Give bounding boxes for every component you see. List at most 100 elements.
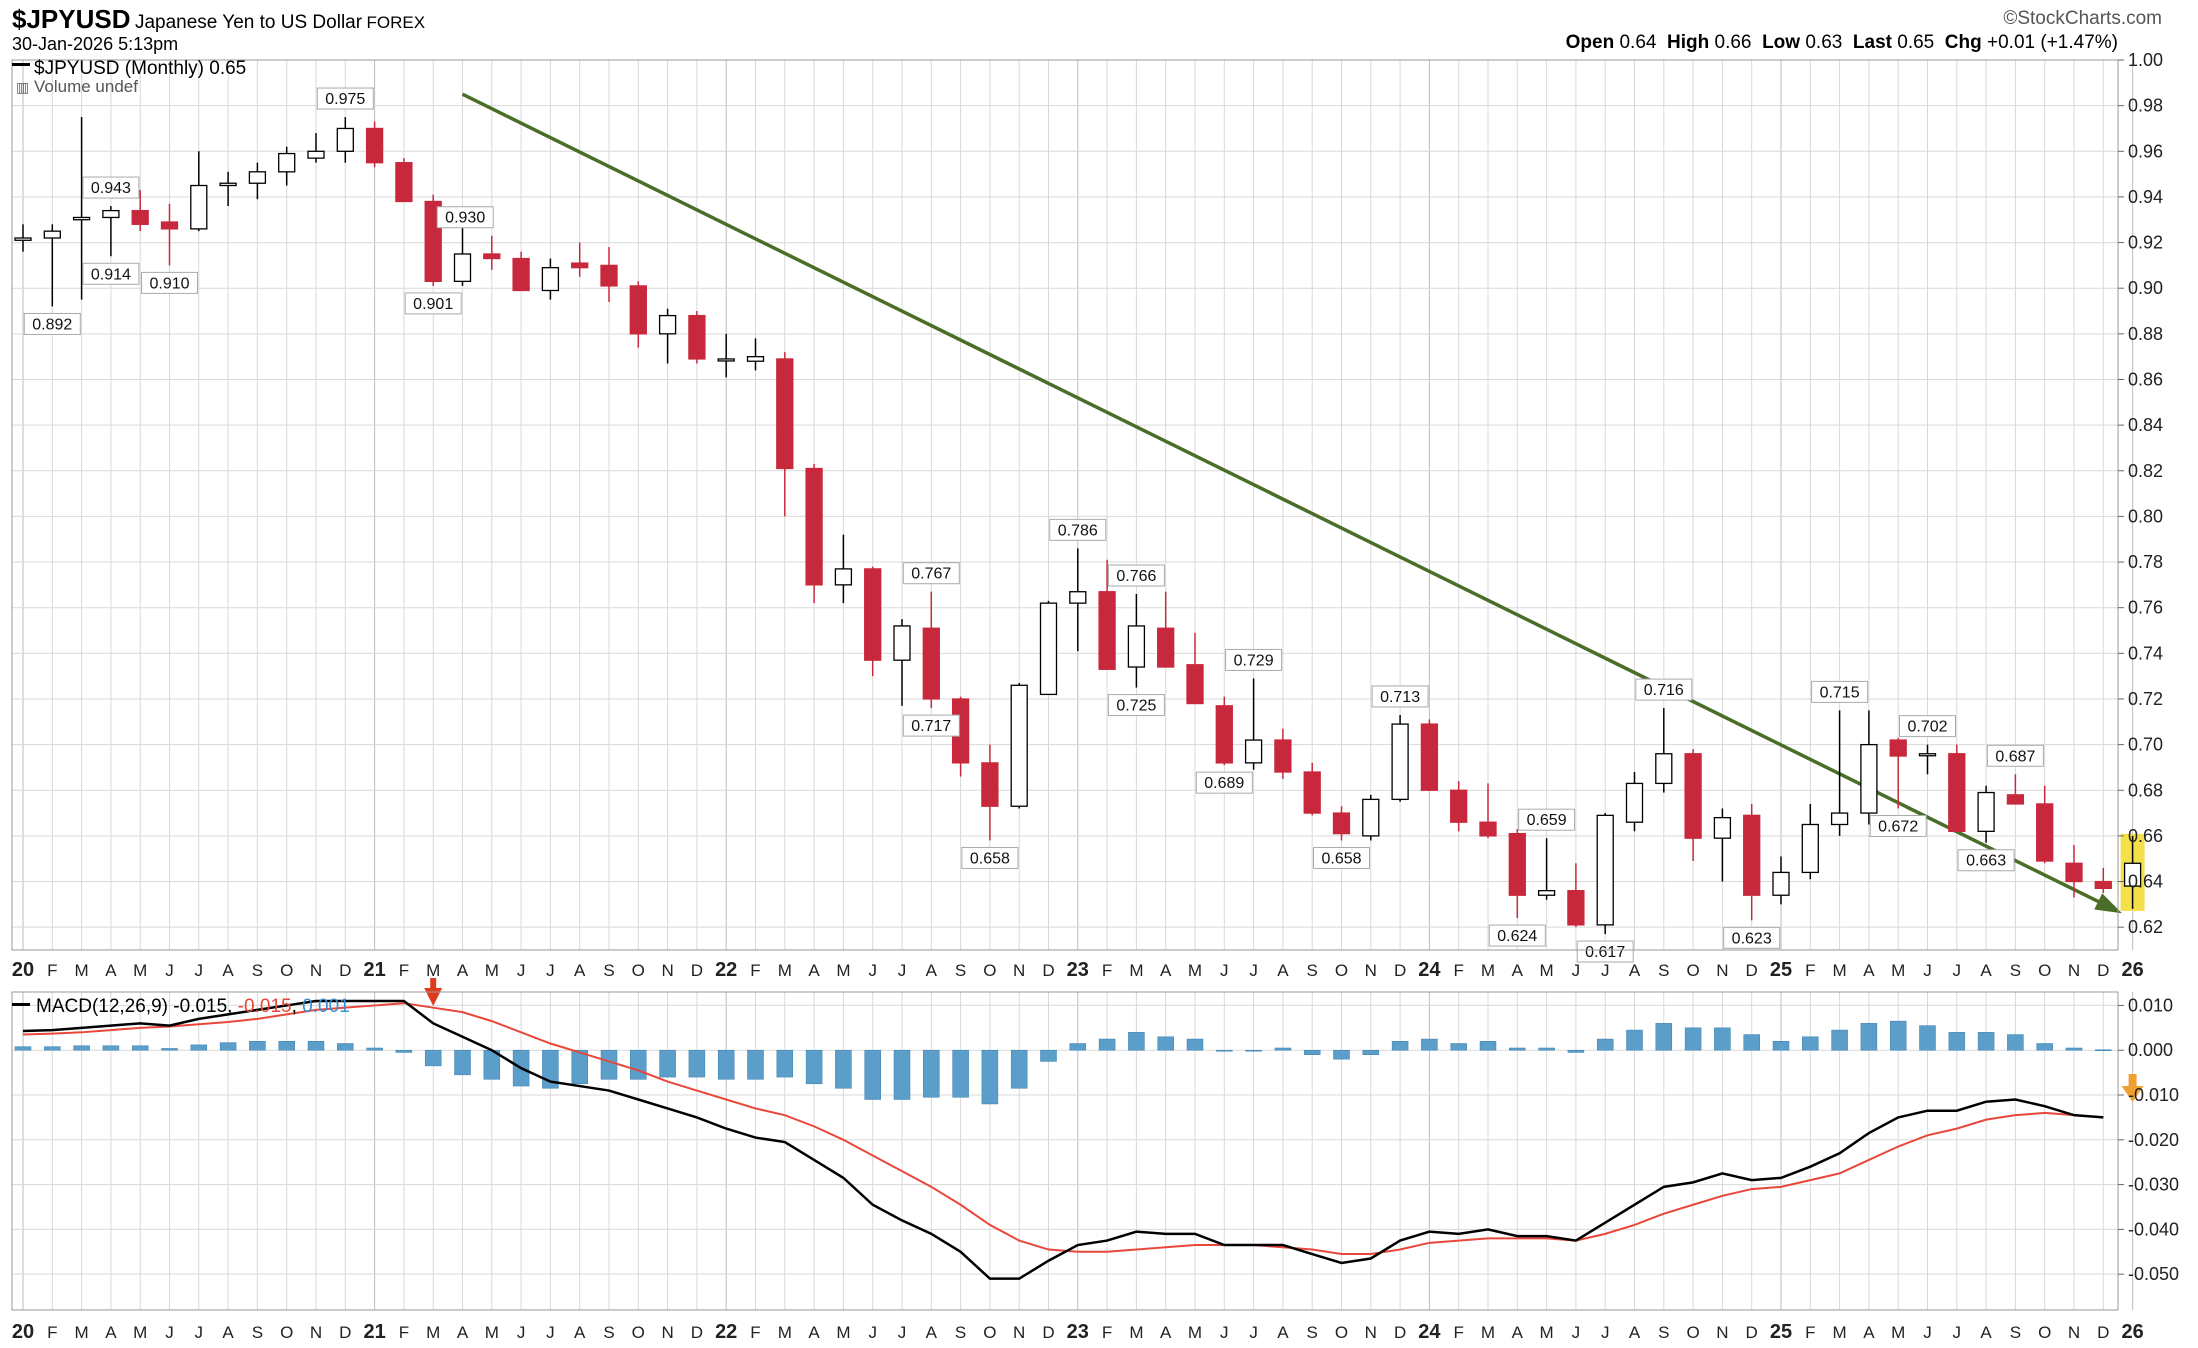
x-tick-label: 22 (715, 1321, 737, 1343)
x-tick-label: O (632, 961, 645, 980)
candle-body (1215, 705, 1233, 764)
volume-legend: Volume undef (34, 77, 138, 96)
x-tick-label: S (1658, 1323, 1669, 1342)
peak-label: 0.658 (1321, 850, 1361, 867)
x-tick-label: S (1307, 961, 1318, 980)
candle-body (1069, 591, 1087, 604)
macd-histogram-bar (1655, 1023, 1673, 1051)
candle-body (717, 358, 735, 362)
peak-label: 0.729 (1234, 652, 1274, 669)
x-tick-label: A (1629, 1323, 1641, 1342)
sell-signal-arrow-stem (430, 978, 437, 990)
peak-label-box (82, 262, 140, 285)
macd-histogram-bar (747, 1049, 764, 1080)
peak-label: 0.892 (32, 316, 72, 333)
candle-body (43, 230, 61, 239)
x-tick-label: S (603, 961, 614, 980)
legend: $JPYUSD (Monthly) 0.65 ▥ Volume undef MA… (12, 58, 350, 1017)
peak-label: 0.766 (1116, 568, 1156, 585)
macd-legend-signal: -0.015 (238, 996, 292, 1017)
x-tick-label: A (1160, 1323, 1172, 1342)
x-tick-label: A (926, 1323, 938, 1342)
brand-logo[interactable]: ©StockCharts.com (2003, 8, 2162, 29)
macd-histogram-bar (1977, 1032, 1995, 1051)
y-tick-label: 1.00 (2128, 50, 2163, 70)
x-tick-label: D (1394, 961, 1406, 980)
candle-body (981, 762, 999, 807)
candle-body (2065, 862, 2083, 883)
peak-label-box (1107, 564, 1165, 587)
x-tick-label: F (47, 961, 57, 980)
x-tick-label: J (1220, 961, 1229, 980)
candle-body (1274, 739, 1292, 773)
macd-histogram-bar (2095, 1049, 2112, 1052)
peak-label-box (1811, 680, 1869, 703)
macd-histogram-bar (835, 1049, 852, 1089)
x-tick-label: D (339, 1323, 351, 1342)
candle-body (1772, 871, 1790, 896)
x-tick-label: A (457, 1323, 469, 1342)
x-tick-label: A (574, 1323, 586, 1342)
x-tick-label: O (1686, 961, 1699, 980)
chg-value: +0.01 (+1.47%) (1987, 32, 2118, 53)
peak-label: 0.910 (149, 275, 189, 292)
x-tick-label: J (517, 961, 526, 980)
macd-histogram-bar (717, 1049, 735, 1080)
x-tick-label: N (661, 1323, 673, 1342)
x-tick-label: J (868, 1323, 877, 1342)
x-tick-label: D (1394, 1323, 1406, 1342)
candle-body (102, 209, 120, 219)
macd-y-tick-label: -0.020 (2128, 1130, 2179, 1150)
macd-histogram-bar (1684, 1027, 1702, 1051)
macd-histogram-bar (1098, 1038, 1116, 1051)
x-tick-label: A (105, 1323, 117, 1342)
macd-histogram-bar (1010, 1049, 1028, 1089)
x-tick-label: M (1129, 1323, 1143, 1342)
peak-label: 0.767 (911, 566, 951, 583)
peak-label: 0.672 (1878, 819, 1918, 836)
x-tick-label: A (808, 961, 820, 980)
peak-label-box (436, 206, 494, 229)
x-tick-label: F (399, 961, 409, 980)
candle-body (131, 209, 149, 225)
macd-histogram-bar (2065, 1047, 2083, 1051)
x-tick-label: A (1980, 961, 1992, 980)
x-tick-label: F (1805, 961, 1815, 980)
peak-label: 0.617 (1585, 944, 1625, 961)
macd-histogram-bar (1919, 1025, 1936, 1051)
x-tick-label: F (1102, 961, 1112, 980)
y-tick-label: 0.94 (2128, 187, 2163, 207)
x-tick-label: D (339, 961, 351, 980)
candle-body (922, 627, 940, 700)
candles (14, 117, 2145, 935)
open-value: 0.64 (1619, 32, 1657, 53)
macd-histogram-bar (952, 1049, 969, 1098)
macd-histogram-bar (630, 1049, 647, 1080)
peak-label: 0.663 (1966, 853, 2006, 870)
timestamp: 30-Jan-2026 5:13pm (12, 34, 179, 54)
last-value: 0.65 (1897, 32, 1935, 53)
peak-label-box (902, 714, 960, 737)
x-tick-label: F (750, 1323, 760, 1342)
macd-histogram-bar (366, 1047, 383, 1051)
x-tick-label: J (195, 961, 204, 980)
macd-histogram-bar (981, 1049, 999, 1105)
candle-body (1713, 816, 1732, 839)
candle-body (1332, 812, 1351, 835)
x-tick-label: J (165, 961, 174, 980)
x-tick-label: M (75, 1323, 89, 1342)
candle-body (1479, 821, 1497, 837)
candle-body (1977, 791, 1995, 832)
x-tick-label: J (1601, 1323, 1610, 1342)
x-tick-label: M (1833, 1323, 1847, 1342)
macd-histogram-bar (395, 1049, 413, 1053)
x-tick-label: M (75, 961, 89, 980)
macd-histogram-bar (2007, 1034, 2024, 1051)
y-tick-label: 0.74 (2128, 643, 2163, 663)
candle-body (2123, 862, 2142, 887)
x-tick-label: J (898, 1323, 907, 1342)
macd-histogram-bar (73, 1045, 90, 1051)
low-label: Low (1762, 32, 1801, 53)
macd-panel (14, 978, 2144, 1280)
